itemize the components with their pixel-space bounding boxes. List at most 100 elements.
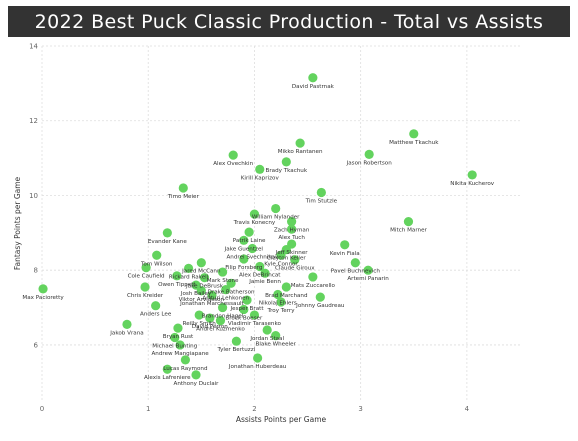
data-point[interactable] bbox=[196, 286, 206, 296]
data-point-label: Tom Wilson bbox=[140, 261, 173, 267]
data-point[interactable] bbox=[315, 292, 325, 302]
data-point-label: Jesper Bratt bbox=[229, 306, 264, 312]
data-point[interactable] bbox=[287, 217, 297, 227]
data-point[interactable] bbox=[260, 268, 270, 278]
data-point[interactable] bbox=[170, 332, 180, 343]
data-point[interactable] bbox=[183, 263, 194, 273]
data-point[interactable] bbox=[281, 282, 291, 292]
data-point[interactable] bbox=[287, 224, 297, 234]
data-point[interactable] bbox=[194, 310, 204, 320]
data-point[interactable] bbox=[217, 302, 228, 313]
data-point-label: Rickard Rakell bbox=[169, 274, 209, 280]
data-point[interactable] bbox=[141, 262, 151, 273]
y-axis-label: Fantasy Points per Game bbox=[13, 176, 22, 270]
data-point-label: Alex Tuch bbox=[278, 235, 305, 241]
data-point[interactable] bbox=[172, 271, 182, 281]
data-point[interactable] bbox=[173, 323, 183, 333]
data-point[interactable] bbox=[308, 272, 318, 282]
data-point-label: Jordan Staal bbox=[249, 336, 284, 342]
data-points bbox=[38, 73, 477, 380]
data-point-label: Jeff Skinner bbox=[275, 250, 309, 256]
data-point[interactable] bbox=[226, 278, 236, 288]
data-point[interactable] bbox=[215, 316, 226, 326]
data-point-label: Timo Meier bbox=[167, 194, 200, 200]
data-point[interactable] bbox=[217, 267, 228, 277]
data-point[interactable] bbox=[350, 258, 360, 268]
data-point-label: Mitch Marner bbox=[390, 228, 427, 234]
y-tick-label: 8 bbox=[34, 267, 38, 275]
data-point[interactable] bbox=[152, 250, 162, 260]
data-point[interactable] bbox=[403, 217, 414, 227]
data-point[interactable] bbox=[228, 150, 238, 160]
data-point[interactable] bbox=[242, 295, 252, 305]
data-point-label: Vladimir Tarasenko bbox=[228, 321, 282, 327]
data-point[interactable] bbox=[262, 325, 272, 335]
data-point[interactable] bbox=[249, 310, 260, 320]
data-point[interactable] bbox=[273, 289, 283, 300]
data-point-label: Chris Kreider bbox=[127, 293, 164, 299]
data-point[interactable] bbox=[253, 353, 263, 363]
data-point-label: Drake Batherson bbox=[208, 289, 255, 295]
chart-title: 2022 Best Puck Classic Production - Tota… bbox=[34, 10, 544, 33]
data-point[interactable] bbox=[162, 228, 172, 238]
data-point-label: Nikolaj Ehlers bbox=[259, 301, 297, 307]
data-point[interactable] bbox=[363, 265, 373, 275]
data-point[interactable] bbox=[196, 258, 206, 268]
data-point[interactable] bbox=[364, 149, 374, 159]
data-point[interactable] bbox=[271, 203, 281, 214]
data-point[interactable] bbox=[180, 355, 190, 365]
data-point-label: David Perron bbox=[192, 324, 228, 330]
grid-lines bbox=[41, 45, 520, 401]
data-point[interactable] bbox=[239, 235, 249, 245]
data-point[interactable] bbox=[191, 370, 201, 380]
data-point[interactable] bbox=[340, 240, 350, 250]
data-point-label: Owen Tippett bbox=[158, 282, 196, 288]
data-point[interactable] bbox=[162, 364, 172, 374]
data-point[interactable] bbox=[38, 284, 48, 294]
data-point-label: Travis Konecny bbox=[233, 220, 276, 226]
data-point-label: Troy Terry bbox=[267, 308, 296, 314]
data-point[interactable] bbox=[221, 285, 231, 295]
data-point-label: Mikko Rantanen bbox=[278, 149, 323, 155]
data-point[interactable] bbox=[140, 282, 150, 292]
data-point[interactable] bbox=[239, 254, 249, 264]
data-point[interactable] bbox=[122, 319, 132, 329]
data-point[interactable] bbox=[290, 255, 300, 265]
data-point[interactable] bbox=[249, 209, 260, 219]
data-point-label: Matthew Tkachuk bbox=[389, 140, 439, 146]
data-point-label: Nikita Kucherov bbox=[450, 181, 495, 187]
data-point[interactable] bbox=[151, 301, 161, 311]
data-point-label: Alex Ovechkin bbox=[213, 161, 253, 167]
data-point[interactable] bbox=[231, 336, 241, 346]
x-tick-label: 3 bbox=[358, 405, 362, 413]
data-point-label: Alexis Lafreniere bbox=[144, 375, 191, 381]
data-point[interactable] bbox=[199, 273, 210, 283]
data-point-label: Tim Stutzle bbox=[305, 198, 338, 204]
data-point[interactable] bbox=[255, 261, 265, 272]
data-point[interactable] bbox=[207, 290, 217, 300]
data-point[interactable] bbox=[271, 331, 281, 341]
data-point-label: Brock Boeser bbox=[225, 315, 263, 321]
data-point[interactable] bbox=[281, 157, 291, 167]
data-point[interactable] bbox=[247, 243, 257, 254]
data-point[interactable] bbox=[295, 138, 305, 148]
data-point[interactable] bbox=[308, 73, 318, 83]
data-point[interactable] bbox=[316, 187, 326, 198]
data-point-label: Jamie Benn bbox=[248, 279, 281, 285]
data-point[interactable] bbox=[244, 227, 254, 237]
data-point-label: Max Pacioretty bbox=[22, 295, 64, 301]
data-point[interactable] bbox=[276, 250, 286, 260]
data-point[interactable] bbox=[409, 129, 419, 139]
data-point[interactable] bbox=[178, 183, 188, 193]
data-point[interactable] bbox=[276, 297, 286, 307]
data-point[interactable] bbox=[255, 164, 265, 174]
data-point[interactable] bbox=[175, 340, 185, 350]
data-point-label: Jonathan Marchessault bbox=[179, 301, 244, 307]
data-point-label: Brady Tkachuk bbox=[266, 168, 308, 174]
data-point[interactable] bbox=[467, 170, 477, 180]
data-point[interactable] bbox=[239, 304, 249, 315]
data-point-label: Artemi Panarin bbox=[347, 276, 389, 282]
data-point-label: Jason Robertson bbox=[346, 160, 393, 166]
data-point[interactable] bbox=[205, 313, 215, 323]
